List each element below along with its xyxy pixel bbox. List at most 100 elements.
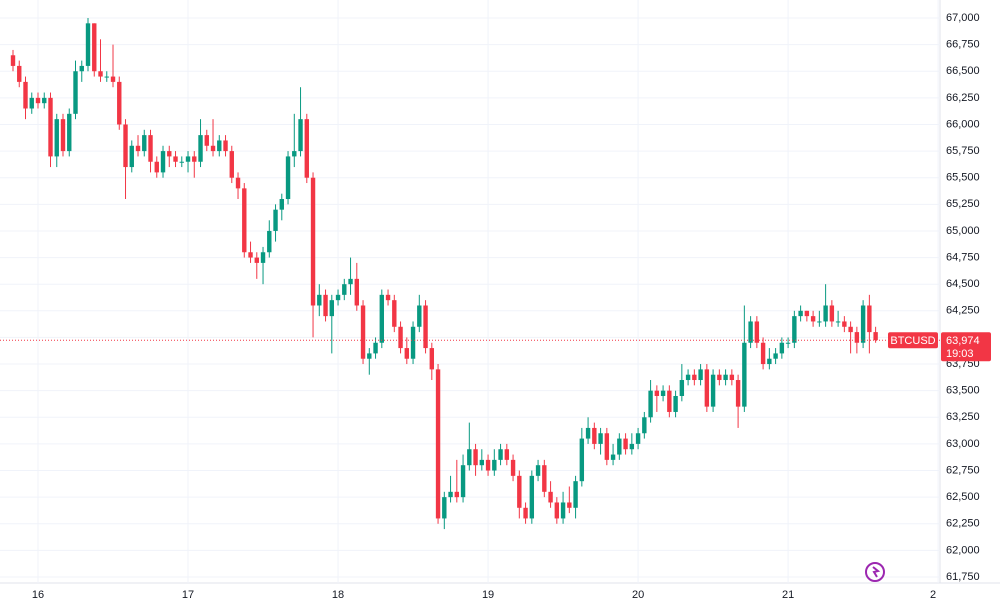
candle-body [404,348,410,359]
candle-body [629,443,635,450]
axis-labels: 61,750 62,000 62,250 62,500 62,750 63,000 63,2… [32,12,991,600]
candle-body [435,369,441,519]
candle-body [842,321,847,327]
logo-ring [865,562,885,582]
candle-body [410,326,416,359]
candle-body [542,465,547,492]
candle-body [260,252,266,263]
y-tick-label: 66,000 [946,118,980,130]
candle-body [54,119,59,157]
candle-body [10,55,16,66]
candle-body [248,252,253,258]
candle-body [392,300,397,327]
candle-body [304,119,309,178]
candle-body [867,305,872,333]
candle-body [710,374,716,407]
candle-body [729,374,735,381]
candle-body [642,417,647,434]
candle-body [748,321,753,343]
candle-body [573,481,578,508]
candle-body [185,156,191,162]
candle-body [667,390,672,412]
candle-body [92,23,97,72]
candle-body [517,475,522,508]
y-tick-label: 65,000 [946,225,980,237]
candle-body [817,321,822,323]
candle-body [48,97,53,157]
candle-body [279,199,284,210]
y-tick-label: 67,000 [946,12,980,24]
candle-body [223,140,228,152]
logo [865,562,885,582]
candle-body [585,427,591,439]
candle-body [129,145,134,168]
candle-body [198,135,203,162]
candle-body [860,305,866,343]
candle-body [485,459,491,471]
candle-body [767,358,772,365]
y-tick-label: 62,250 [946,518,980,530]
candle-body [848,326,853,333]
candle-body [454,491,460,498]
candle-body [592,427,597,444]
candle-body [204,135,209,146]
candle-body [273,209,278,231]
y-tick-label: 61,750 [946,571,980,583]
candle-body [660,390,666,396]
price-label: 63,974 [946,335,980,347]
candle-body [354,278,359,306]
candle-body [379,294,385,343]
candle-body [854,332,860,343]
y-tick-label: 65,250 [946,198,980,210]
candle-body [492,459,497,471]
y-tick-label: 66,500 [946,65,980,77]
candle-body [698,369,703,381]
candle-body [423,305,428,349]
candle-body [254,257,259,263]
candle-body [717,374,722,381]
y-tick-label: 65,750 [946,145,980,157]
x-tick-label: 18 [332,589,344,600]
candle-body [548,491,553,503]
candle-body [673,395,678,412]
y-tick-label: 66,250 [946,92,980,104]
y-tick-label: 63,000 [946,438,980,450]
candle-body [373,342,378,354]
candle-body [754,321,760,343]
candle-body [442,497,447,519]
candle-body [60,119,66,152]
candle-body [154,161,159,173]
candle-body [323,294,328,317]
candle-body [148,135,153,162]
candle-body [342,284,347,295]
candle-body [760,342,766,365]
y-tick-label: 64,500 [946,278,980,290]
candle-body [560,502,566,519]
candle-body [160,151,166,173]
candle-body [654,390,660,396]
price-tag [941,332,991,362]
candle-body [735,380,741,407]
candle-body [623,438,628,450]
candle-body [823,305,828,322]
x-tick-label: 21 [782,589,794,600]
candle-body [523,507,528,519]
candle-body [23,81,28,109]
candle-body [229,151,234,178]
candle-body [810,316,816,322]
symbol-tag [888,332,938,349]
candle-body [35,97,41,104]
candle-body [554,502,560,519]
candles [0,18,940,530]
candle-body [267,230,272,253]
candle-body [385,294,391,301]
candle-body [617,438,622,455]
candle-body [67,113,72,152]
candle-body [104,76,109,78]
candle-body [285,156,291,200]
candle-body [804,310,810,317]
candle-body [598,433,603,444]
y-tick-label: 63,250 [946,411,980,423]
